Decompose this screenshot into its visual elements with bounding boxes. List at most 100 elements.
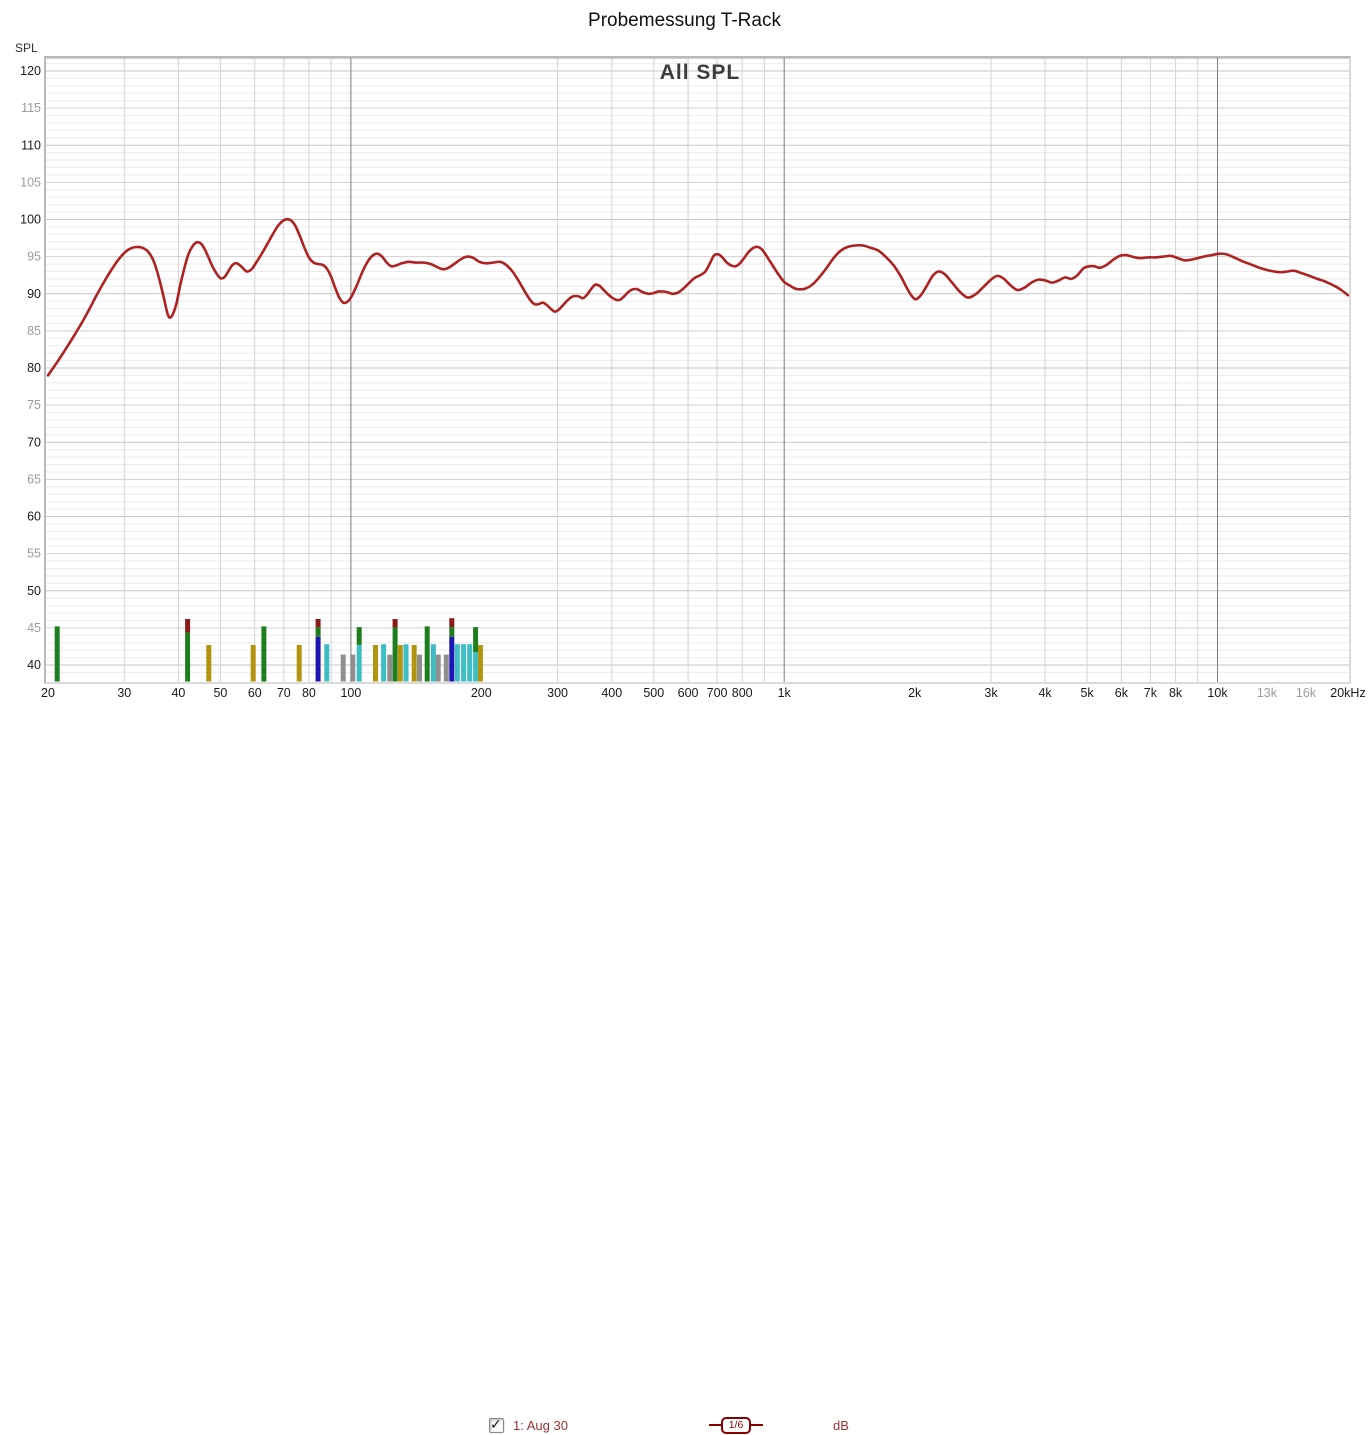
plot-area[interactable] [44,56,1351,684]
indicator-bar-segment [392,627,398,682]
indicator-bar-segment [467,644,473,682]
check-icon: ✓ [490,1416,502,1432]
svg-text:7k: 7k [1144,686,1158,700]
indicator-bar-segment [417,654,422,682]
smoothing-value: 1/6 [721,1417,751,1435]
indicator-bars [54,618,483,682]
svg-text:13k: 13k [1257,686,1278,700]
svg-text:6k: 6k [1115,686,1129,700]
chart-title: Probemessung T-Rack [588,10,781,31]
svg-text:65: 65 [27,472,41,486]
plot-type-label: All SPL [659,61,741,84]
x-tick-labels: 20 30 40 50 60 70 80 100 200 300 400 500 600 700 800 1k… [41,686,1366,700]
svg-text:600: 600 [678,686,699,700]
indicator-bar-segment [397,645,403,682]
indicator-bar-segment [356,627,362,645]
indicator-bar-segment [315,627,321,637]
svg-text:10k: 10k [1207,686,1228,700]
indicator-bar-segment [403,644,409,682]
indicator-bar-segment [449,636,455,682]
svg-text:100: 100 [340,686,361,700]
svg-text:800: 800 [732,686,753,700]
svg-text:115: 115 [21,101,41,115]
vertical-gridlines [123,58,1218,682]
svg-text:60: 60 [27,510,41,524]
indicator-bar-segment [315,636,321,682]
svg-text:16k: 16k [1296,686,1317,700]
svg-text:30: 30 [117,686,131,700]
indicator-bar-segment [185,619,191,633]
indicator-bar-segment [206,645,212,682]
rew-spl-chart-window: Probemessung T-Rack SPL 120 115 110 105 100 9… [0,10,1369,1435]
indicator-bar-segment [430,644,436,682]
svg-text:400: 400 [601,686,622,700]
indicator-bar-segment [296,645,302,682]
svg-text:40: 40 [27,658,41,672]
response-curve [46,217,1350,377]
indicator-bar-segment [443,654,449,682]
indicator-bar-segment [473,627,479,653]
svg-text:60: 60 [248,686,262,700]
indicator-bar-segment [185,632,191,682]
svg-text:85: 85 [27,324,41,338]
svg-text:50: 50 [27,584,41,598]
svg-text:5k: 5k [1080,686,1094,700]
indicator-bar-segment [373,645,378,682]
indicator-bar-segment [461,644,467,682]
smoothing-line-right-icon [751,1423,763,1426]
svg-text:500: 500 [643,686,664,700]
svg-text:90: 90 [27,287,41,301]
svg-text:4k: 4k [1038,686,1052,700]
svg-text:200: 200 [471,686,492,700]
svg-text:95: 95 [27,250,41,264]
svg-text:80: 80 [302,686,316,700]
indicator-bar-segment [350,654,356,682]
smoothing-indicator: 1/6 [709,1417,763,1435]
unit-label: dB [833,1418,849,1433]
indicator-bar-segment [381,644,387,682]
svg-text:8k: 8k [1169,686,1183,700]
svg-text:1k: 1k [778,686,792,700]
svg-text:20: 20 [41,686,55,700]
y-axis-title: SPL [15,41,38,55]
indicator-bar-segment [392,619,398,628]
indicator-bar-segment [340,654,346,682]
measurement-checkbox[interactable]: ✓ [489,1416,504,1433]
indicator-bar-segment [315,619,321,628]
svg-text:2k: 2k [908,686,922,700]
indicator-bar-segment [435,654,441,682]
svg-text:70: 70 [277,686,291,700]
indicator-bar-segment [54,626,60,682]
legend-bar: ✓ 1: Aug 30 1/6 dB [0,706,1369,1435]
svg-text:20kHz: 20kHz [1330,686,1365,700]
svg-text:50: 50 [213,686,227,700]
indicator-bar-segment [477,645,483,682]
indicator-bar-segment [387,654,393,682]
y-tick-labels: 120 115 110 105 100 95 90 85 80 75 70 65 60 55 50 45 40 [20,64,41,672]
indicator-bar-segment [411,645,417,682]
measurement-label[interactable]: 1: Aug 30 [513,1418,568,1433]
indicator-bar-segment [449,627,455,637]
indicator-bar-segment [473,652,479,682]
svg-text:40: 40 [171,686,185,700]
indicator-bar-segment [449,618,455,628]
horizontal-gridlines [46,63,1349,673]
svg-text:80: 80 [27,361,41,375]
svg-text:120: 120 [20,64,41,78]
indicator-bar-segment [424,626,430,682]
svg-text:75: 75 [27,398,41,412]
indicator-bar-segment [324,644,330,682]
svg-text:105: 105 [20,175,41,189]
svg-text:700: 700 [707,686,728,700]
smoothing-line-left-icon [709,1423,721,1426]
svg-text:100: 100 [20,213,41,227]
svg-text:110: 110 [21,138,41,152]
svg-text:3k: 3k [984,686,998,700]
svg-text:70: 70 [27,435,41,449]
indicator-bar-segment [454,644,460,682]
svg-text:55: 55 [27,547,41,561]
svg-text:300: 300 [547,686,568,700]
indicator-bar-segment [250,645,256,682]
chart-canvas: 1201151101051009590858075706560555045402… [20,58,1366,700]
indicator-bar-segment [261,626,267,682]
